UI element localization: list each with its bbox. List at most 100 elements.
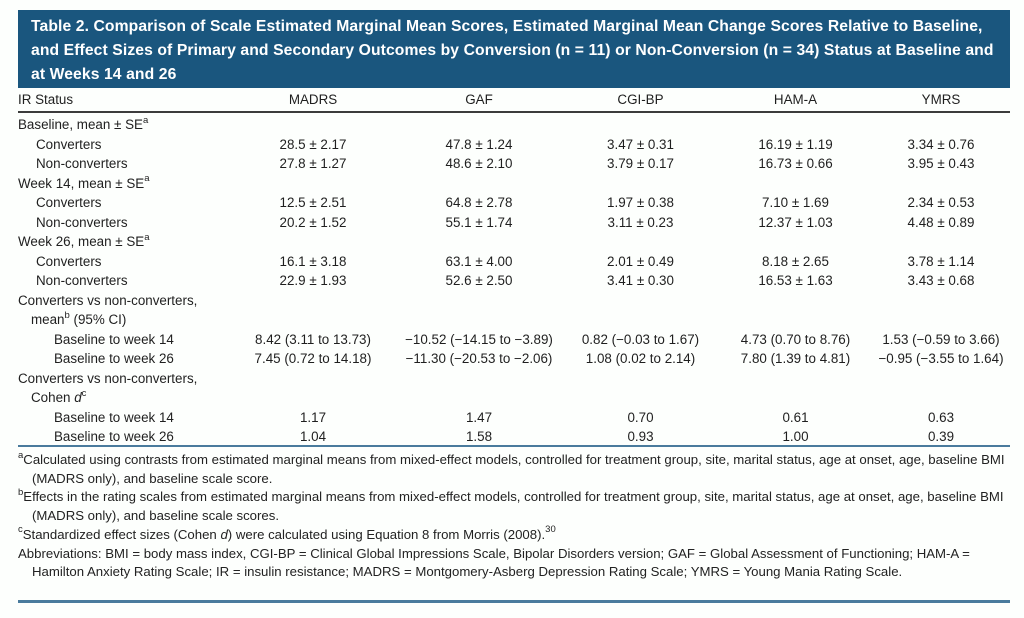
value-cell: 20.2 ± 1.52 [279,214,347,230]
column-header-gaf: GAF [396,92,562,113]
value-cell: 22.9 ± 1.93 [279,273,347,288]
superscript-marker: a [18,449,24,461]
value-cell: 28.5 ± 2.17 [279,136,347,152]
value-cell: 16.53 ± 1.63 [758,273,833,288]
section-header-line: Week 14, mean ± SEa [18,173,150,191]
table-title: Table 2. Comparison of Scale Estimated M… [31,18,994,83]
value-cell: −11.30 (−20.53 to −2.06) [405,351,553,366]
footnotes-block: aCalculated using contrasts from estimat… [18,445,1010,582]
section-header-line: Week 26, mean ± SEa [18,231,150,249]
value-cell: 1.58 [465,429,493,444]
superscript-marker: a [142,114,149,126]
section-row: Converters vs non-converters, Cohen dc [18,369,1010,408]
value-cell: 4.73 (0.70 to 8.76) [740,331,851,347]
table-row: Non-converters 27.8 ± 1.27 48.6 ± 2.10 3.79… [18,154,1010,174]
row-label: Converters [36,195,102,210]
value-cell: 12.5 ± 2.51 [279,195,347,210]
superscript-marker: a [144,173,150,185]
italic-text: d [220,526,228,542]
value-cell: 1.08 (0.02 to 2.14) [585,351,696,366]
value-cell: 1.17 [299,409,327,425]
value-cell: 55.1 ± 1.74 [445,214,513,230]
superscript-marker: a [144,231,150,243]
table-row: Converters 16.1 ± 3.18 63.1 ± 4.00 2.01 ± 0… [18,252,1010,272]
section-row: Baseline, mean ± SEa [18,112,1010,135]
value-cell: 7.45 (0.72 to 14.18) [254,351,372,366]
value-cell: 47.8 ± 1.24 [445,136,513,152]
value-cell: 7.80 (1.39 to 4.81) [740,351,851,366]
section-header-line: meanb (95% CI) [31,309,127,327]
value-cell: 8.18 ± 2.65 [762,253,829,269]
value-cell: 8.42 (3.11 to 13.73) [255,331,371,347]
value-cell: 4.48 ± 0.89 [907,214,975,230]
table-row: Baseline to week 26 1.04 1.58 0.93 1.00 0.39 [18,427,1010,447]
footnote: aCalculated using contrasts from estimat… [18,449,1005,486]
value-cell: 3.41 ± 0.30 [607,273,674,288]
results-table: IR Status MADRS GAF CGI-BP HAM-A YMRS Baselin… [18,92,1010,447]
row-label: Converters [36,136,102,152]
row-label: Baseline to week 26 [54,351,174,366]
footnote: cStandardized effect sizes (Cohen d) wer… [18,524,556,542]
table-row: Non-converters 20.2 ± 1.52 55.1 ± 1.74 3.11… [18,213,1010,233]
column-header-ham-a: HAM-A [719,92,872,113]
table-title-bar: Table 2. Comparison of Scale Estimated M… [18,10,1010,88]
table-row: Non-converters 22.9 ± 1.93 52.6 ± 2.50 3.41… [18,271,1010,291]
table-row: Baseline to week 14 8.42 (3.11 to 13.73) −… [18,330,1010,350]
row-label: Baseline to week 14 [54,331,174,347]
row-label: Non-converters [36,156,128,171]
value-cell: 0.61 [782,409,809,425]
value-cell: 3.34 ± 0.76 [907,136,975,152]
value-cell: 3.78 ± 1.14 [907,253,975,269]
value-cell: 1.47 [465,409,493,425]
value-cell: −10.52 (−14.15 to −3.89) [405,331,553,347]
value-cell: 0.93 [627,429,654,444]
row-label: Non-converters [36,273,128,288]
value-cell: 3.79 ± 0.17 [607,156,674,171]
value-cell: 48.6 ± 2.10 [445,156,513,171]
value-cell: 1.53 (−0.59 to 3.66) [882,331,1000,347]
section-header-line: Converters vs non-converters, [18,292,198,308]
value-cell: 16.1 ± 3.18 [279,253,347,269]
footnote: Abbreviations: BMI = body mass index, CG… [18,545,970,580]
section-header-cell: Week 14, mean ± SEa [18,174,1010,194]
table-body: Baseline, mean ± SEa Converters 28.5 ± 2.1… [18,112,1010,447]
table-row: Converters 12.5 ± 2.51 64.8 ± 2.78 1.97 ± 0… [18,193,1010,213]
value-cell: 1.00 [782,429,809,444]
table-header-row: IR Status MADRS GAF CGI-BP HAM-A YMRS [18,92,1010,113]
row-label: Converters [36,253,102,269]
value-cell: 27.8 ± 1.27 [279,156,347,171]
value-cell: 2.01 ± 0.49 [607,253,674,269]
bottom-rule [18,600,1010,603]
column-header-ymrs: YMRS [872,92,1010,113]
value-cell: 63.1 ± 4.00 [445,253,513,269]
row-label: Non-converters [36,214,128,230]
italic-text: d [74,390,82,405]
section-header-cell: Converters vs non-converters, meanb (95% … [18,291,1010,330]
section-header-line: Baseline, mean ± SEa [18,114,149,132]
superscript-marker: b [18,487,24,499]
section-row: Converters vs non-converters, meanb (95% … [18,291,1010,330]
section-header-line: Cohen dc [31,387,87,405]
section-header-cell: Baseline, mean ± SEa [18,112,1010,135]
value-cell: 1.04 [299,429,327,444]
value-cell: 16.19 ± 1.19 [758,136,833,152]
value-cell: 7.10 ± 1.69 [762,195,829,210]
value-cell: 1.97 ± 0.38 [607,195,674,210]
column-header-cgi-bp: CGI-BP [562,92,719,113]
section-header-line: Converters vs non-converters, [18,370,198,386]
footnote: bEffects in the rating scales from estim… [18,487,1004,524]
value-cell: 64.8 ± 2.78 [445,195,513,210]
superscript-marker: 30 [545,524,556,536]
value-cell: −0.95 (−3.55 to 1.64) [878,351,1004,366]
row-label: Baseline to week 14 [54,409,174,425]
section-header-cell: Week 26, mean ± SEa [18,232,1010,252]
value-cell: 52.6 ± 2.50 [445,273,513,288]
value-cell: 12.37 ± 1.03 [758,214,833,230]
value-cell: 3.43 ± 0.68 [907,273,975,288]
value-cell: 0.70 [627,409,654,425]
value-cell: 0.39 [927,429,955,444]
row-label: Baseline to week 26 [54,429,174,444]
superscript-marker: b [64,309,70,321]
superscript-marker: c [81,387,87,399]
